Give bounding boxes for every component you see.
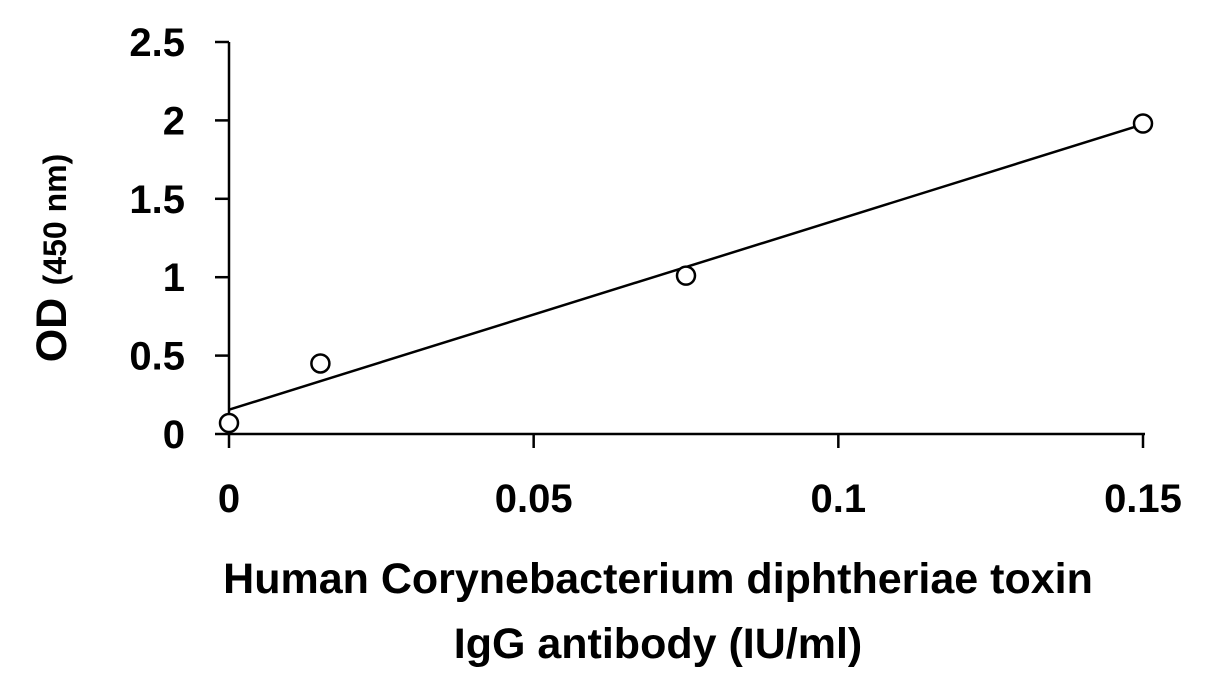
data-point [218,412,240,434]
data-points [218,113,1154,434]
y-axis-title: OD (450 nm) [28,154,76,363]
y-tick-label: 2 [163,99,185,143]
y-tick-label: 0 [163,413,185,457]
x-tick-label: 0.1 [811,477,867,521]
x-axis-title-line1: Human Corynebacterium diphtheriae toxin [223,555,1093,603]
data-point [310,353,331,374]
y-tick-label: 2.5 [129,21,185,65]
y-tick-label: 0.5 [129,335,185,379]
y-tick-label: 1.5 [129,178,185,222]
y-ticks: 0 0.5 1 1.5 2 2.5 [129,21,229,457]
x-tick-label: 0.05 [495,477,573,521]
x-axis-title-line2: IgG antibody (IU/ml) [454,620,862,668]
y-tick-label: 1 [163,256,185,300]
data-point [1132,113,1154,134]
y-axis-title-sub: (450 nm) [37,154,73,286]
x-ticks: 0 0.05 0.1 0.15 [218,434,1182,521]
x-tick-label: 0.15 [1104,477,1182,521]
x-tick-label: 0 [218,477,240,521]
y-axis-title-main: OD [28,298,76,363]
data-point [675,265,697,286]
axes: 0 0.5 1 1.5 2 2.5 0 0.05 0.1 0.15 [129,21,1182,521]
